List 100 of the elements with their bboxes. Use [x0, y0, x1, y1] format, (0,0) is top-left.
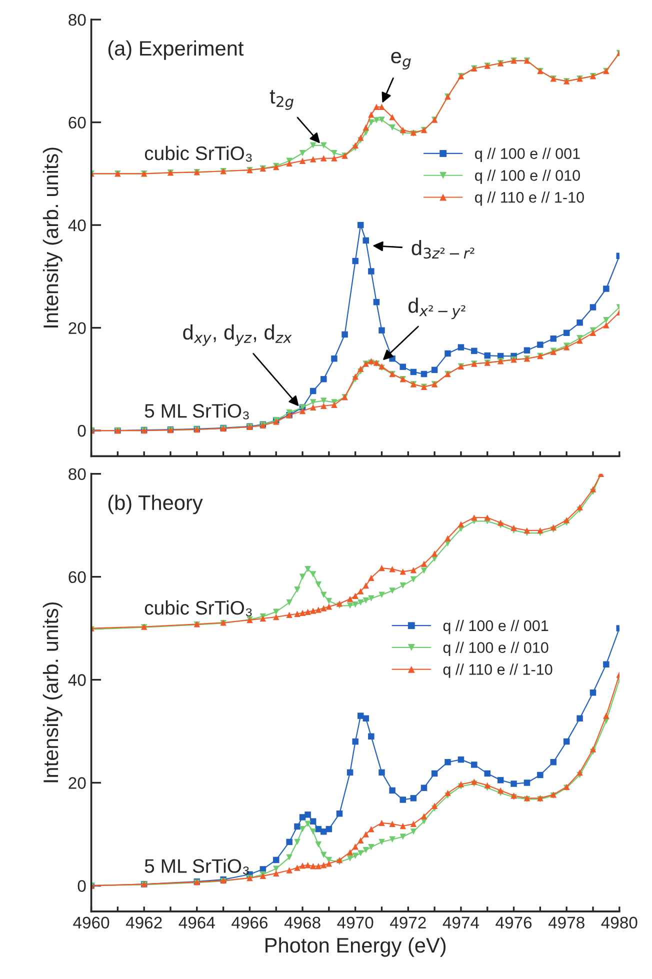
point [286, 854, 292, 861]
point [362, 715, 370, 722]
point [310, 399, 316, 406]
point [378, 769, 385, 776]
y-tick-label: 0 [78, 880, 86, 892]
x-tick-label: 4966 [232, 916, 268, 929]
point [331, 155, 338, 162]
point [603, 322, 610, 328]
point [310, 818, 316, 824]
point [299, 574, 306, 580]
point [410, 795, 417, 802]
point [310, 608, 316, 614]
point [352, 852, 358, 859]
point [389, 114, 396, 120]
point [420, 568, 428, 574]
point [497, 520, 504, 526]
point [431, 802, 438, 810]
point [320, 376, 327, 382]
point [357, 599, 364, 606]
legend-label: q // 100 e // 010 [475, 170, 580, 184]
point [304, 812, 311, 818]
point [310, 156, 316, 162]
point [484, 514, 490, 521]
point [378, 116, 385, 123]
point [431, 366, 438, 374]
point [603, 286, 610, 292]
point [378, 592, 385, 598]
point [576, 715, 583, 722]
point [368, 826, 374, 832]
annotation: cubic SrTiO₃ [144, 146, 252, 162]
point [510, 780, 517, 787]
point [320, 398, 327, 404]
point [310, 404, 316, 411]
point [497, 787, 504, 794]
point [373, 104, 380, 110]
point [331, 402, 338, 408]
point [326, 604, 332, 610]
annotation: d$_{xy}$, d$_{yz}$, d$_{zx}$ [183, 324, 292, 346]
x-tick-label: 4970 [337, 916, 374, 929]
point [299, 610, 306, 616]
point [362, 582, 370, 589]
point [299, 408, 306, 414]
annotation: d$_{x²−y²}$ [408, 298, 466, 320]
point [368, 733, 374, 740]
point [315, 606, 322, 613]
point [389, 787, 396, 794]
point [310, 863, 316, 870]
x-tick-label: 4962 [126, 916, 162, 929]
point [510, 524, 517, 532]
point [603, 661, 610, 668]
point [368, 574, 374, 581]
point [286, 599, 292, 606]
y-axis-title: Intensity (arb. units) [42, 148, 62, 328]
point [352, 843, 358, 850]
point [378, 838, 385, 846]
point [537, 772, 544, 778]
point [299, 862, 306, 869]
point [320, 852, 327, 858]
point [326, 598, 332, 604]
point [310, 142, 316, 149]
point [352, 592, 358, 599]
text: (a) Experiment [108, 40, 244, 60]
point [410, 576, 417, 583]
point [458, 344, 464, 350]
point [362, 124, 370, 131]
point [320, 142, 327, 149]
point [431, 770, 438, 777]
point [444, 535, 451, 542]
y-tick-label: 80 [68, 468, 86, 480]
point [458, 756, 464, 763]
y-tick-label: 80 [68, 14, 86, 26]
point [410, 828, 417, 835]
point [420, 784, 428, 792]
x-tick-label: 4972 [390, 916, 426, 929]
point [484, 782, 490, 788]
point [576, 338, 583, 344]
point [362, 237, 370, 244]
point [400, 822, 406, 830]
point [378, 327, 385, 334]
point [336, 810, 343, 817]
point [294, 864, 300, 871]
point [336, 600, 343, 607]
point [389, 588, 396, 594]
point [524, 527, 530, 534]
point [326, 860, 332, 867]
point [389, 124, 396, 131]
point [352, 258, 358, 264]
point [410, 566, 417, 574]
x-tick-label: 4978 [548, 916, 584, 929]
point [357, 222, 364, 228]
point [524, 347, 530, 354]
point [484, 770, 490, 777]
annotation: 5 ML SrTiO₃ [144, 403, 249, 420]
point [357, 588, 364, 594]
point [373, 298, 380, 306]
legend-label: q // 100 e // 001 [475, 148, 580, 162]
annotation: e$_{g}$ [391, 52, 411, 70]
point [304, 566, 311, 572]
point [389, 820, 396, 828]
point [320, 592, 327, 598]
